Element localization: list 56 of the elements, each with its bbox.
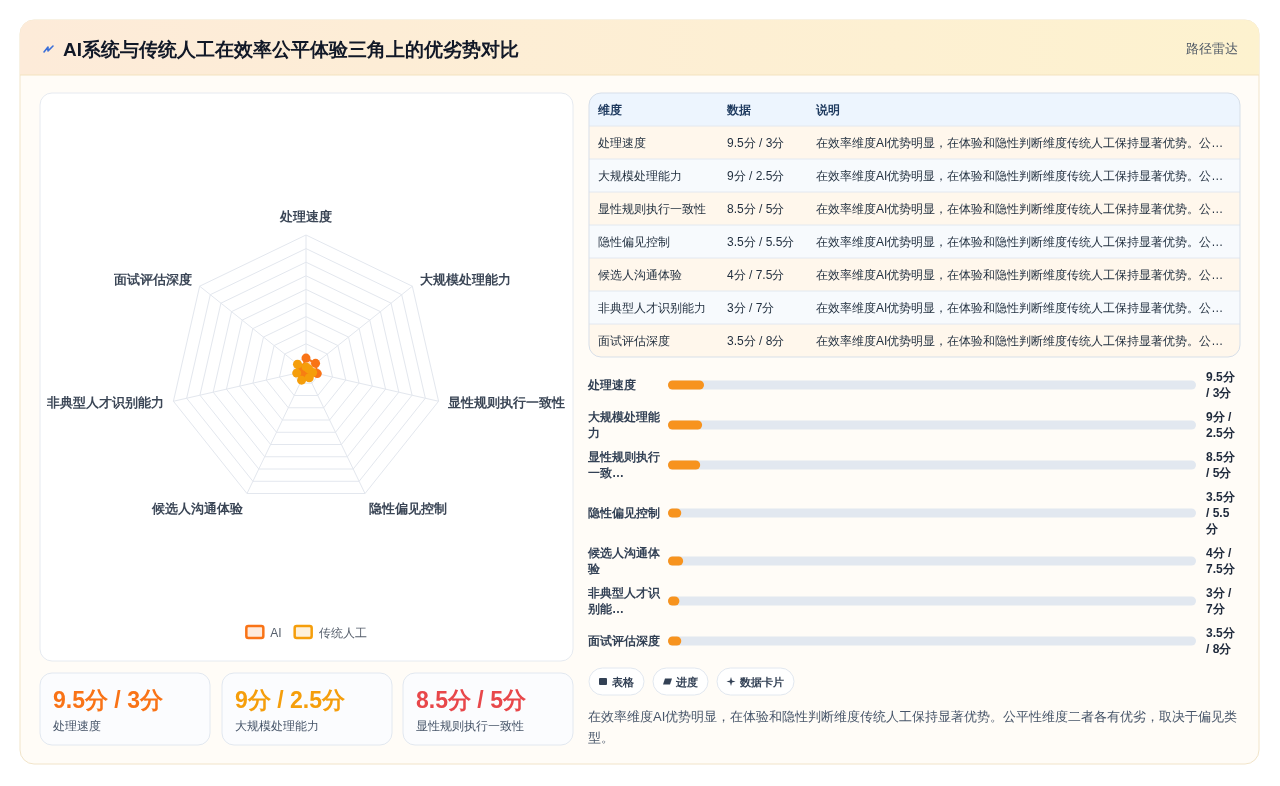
category-label: 非典型人才识别能力 — [598, 300, 706, 315]
data-label: 3.5分 / 8分 — [1206, 626, 1236, 656]
data-label: 9分 / 2.5分 — [1206, 410, 1236, 440]
text: 在效率维度AI优势明显，在体验和隐性判断维度传统人工保持显著优势。公… — [816, 201, 1224, 216]
text: 在效率维度AI优势明显，在体验和隐性判断维度传统人工保持显著优势。公… — [816, 267, 1224, 282]
category-label: 进度 — [675, 675, 698, 688]
category-label: 说明 — [815, 102, 840, 117]
text: 9分 / 2.5分 — [727, 168, 785, 183]
y-tick-label: 显性规则执行一致… — [587, 450, 660, 480]
text: 8.5分 / 5分 — [416, 687, 526, 713]
y-tick-label: 候选人沟通体验 — [587, 546, 661, 576]
category-label: 候选人沟通体验 — [598, 267, 682, 282]
text: 9.5分 / 3分 — [727, 135, 785, 150]
data-label: 8.5分 / 5分 — [1206, 450, 1236, 480]
y-tick-label: 隐性偏见控制 — [588, 506, 660, 520]
y-tick-label: 非典型人才识别能… — [587, 586, 661, 616]
text: 在效率维度AI优势明显，在体验和隐性判断维度传统人工保持显著优势。公平性维度二者各有优劣，取决于偏见类型。 — [588, 709, 1238, 745]
data-label: 3.5分 / 5.5分 — [1205, 490, 1236, 536]
text: 4分 / 7.5分 — [727, 267, 785, 282]
text: 在效率维度AI优势明显，在体验和隐性判断维度传统人工保持显著优势。公… — [816, 300, 1224, 315]
text: 在效率维度AI优势明显，在体验和隐性判断维度传统人工保持显著优势。公… — [816, 168, 1224, 183]
spoke-label: 隐性偏见控制 — [369, 501, 448, 516]
text: 3.5分 / 5.5分 — [727, 234, 795, 249]
text: 9分 / 2.5分 — [235, 687, 345, 713]
y-tick-label: 面试评估深度 — [587, 634, 660, 648]
spoke-label: 大规模处理能力 — [420, 271, 512, 287]
legend-label: 传统人工 — [318, 625, 367, 640]
y-tick-label: 处理速度 — [587, 378, 636, 392]
category-label: 大规模处理能力 — [235, 719, 319, 733]
spoke-label: 显性规则执行一致性 — [447, 396, 566, 411]
data-label: 3分 / 7分 — [1206, 586, 1233, 616]
text: 3分 / 7分 — [727, 300, 775, 315]
category-label: 数据卡片 — [739, 675, 784, 688]
category-label: 表格 — [611, 675, 635, 688]
category-label: 处理速度 — [53, 719, 101, 733]
spoke-label: 非典型人才识别能力 — [45, 395, 164, 411]
text: 9.5分 / 3分 — [53, 687, 163, 713]
text: 在效率维度AI优势明显，在体验和隐性判断维度传统人工保持显著优势。公… — [816, 234, 1224, 249]
text: 路径雷达 — [1186, 42, 1238, 56]
category-label: 数据 — [726, 102, 751, 117]
y-tick-label: 大规模处理能力 — [587, 410, 661, 440]
category-label: 大规模处理能力 — [598, 168, 682, 183]
category-label: 显性规则执行一致性 — [416, 719, 524, 733]
data-label: 4分 / 7.5分 — [1206, 546, 1236, 576]
text: AI系统与传统人工在效率公平体验三角上的优劣势对比 — [63, 39, 519, 60]
text: 在效率维度AI优势明显，在体验和隐性判断维度传统人工保持显著优势。公… — [816, 333, 1224, 348]
data-label: 9.5分 / 3分 — [1206, 370, 1236, 400]
spoke-label: 面试评估深度 — [112, 271, 192, 287]
text: 8.5分 / 5分 — [727, 201, 785, 216]
text: 在效率维度AI优势明显，在体验和隐性判断维度传统人工保持显著优势。公… — [816, 135, 1224, 150]
category-label: 显性规则执行一致性 — [598, 201, 706, 216]
text: 3.5分 / 8分 — [727, 333, 785, 348]
spoke-label: 候选人沟通体验 — [150, 500, 244, 516]
text: 维度 — [597, 102, 622, 117]
legend-label: AI — [270, 625, 282, 640]
spoke-label: 处理速度 — [279, 209, 332, 224]
